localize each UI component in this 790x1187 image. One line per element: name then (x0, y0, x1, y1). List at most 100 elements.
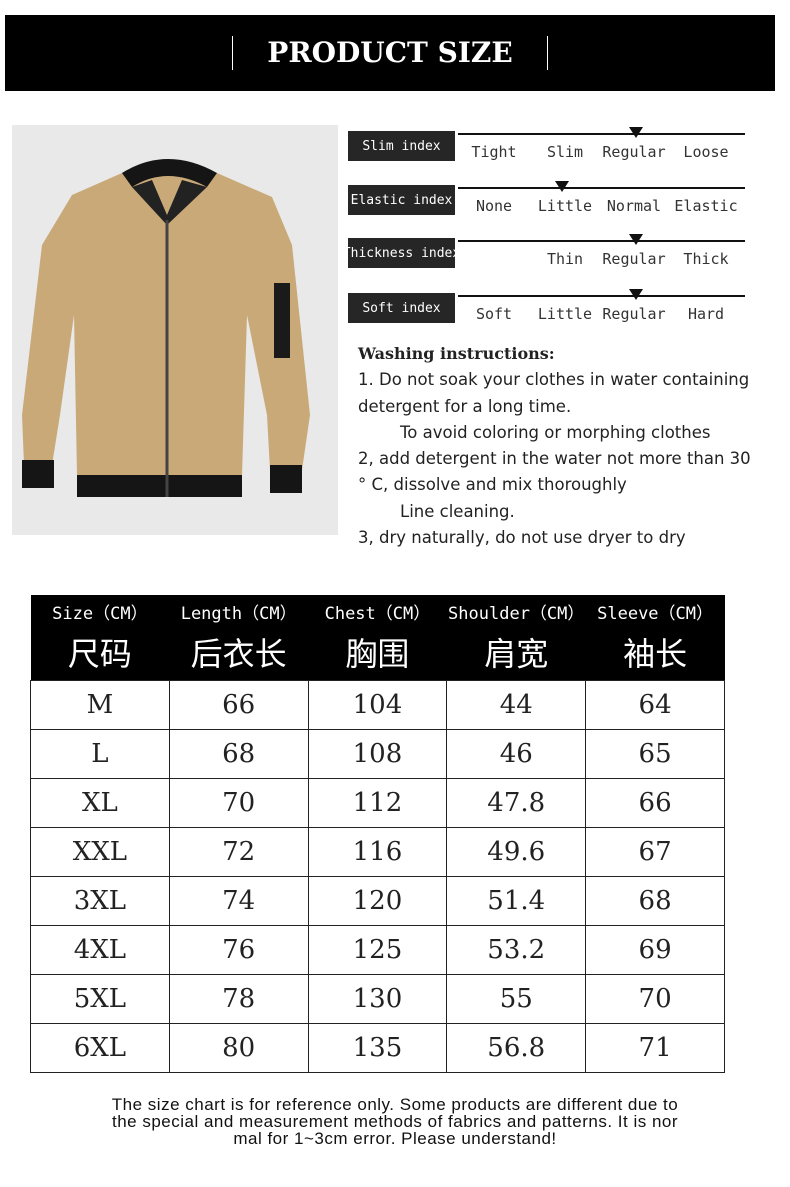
column-header-en: Size（CM） (52, 604, 148, 624)
table-cell: XXL (30, 827, 170, 877)
table-cell: 44 (446, 680, 587, 730)
washing-line: ° C, dissolve and mix thoroughly (358, 475, 627, 495)
table-cell: 76 (168, 925, 309, 975)
index-option: Little (537, 197, 593, 215)
table-cell: 47.8 (446, 778, 587, 828)
index-scale-line (458, 187, 745, 189)
column-header: Size（CM） 尺码 (30, 595, 170, 681)
index-marker-icon (555, 181, 569, 192)
index-option: Hard (687, 305, 725, 323)
index-option: Loose (683, 143, 729, 161)
index-label: Slim index (348, 131, 455, 161)
column-header-zh: 后衣长 (190, 635, 287, 673)
table-cell: M (30, 680, 170, 730)
index-option: Slim (546, 143, 584, 161)
column-header-en: Sleeve（CM） (597, 604, 714, 624)
table-cell: 4XL (30, 925, 170, 975)
index-marker-icon (629, 289, 643, 300)
washing-title: Washing instructions: (358, 344, 555, 363)
table-cell: 71 (585, 1023, 725, 1073)
table-row: L 68 108 46 65 (30, 729, 725, 779)
table-cell: 65 (585, 729, 725, 779)
table-cell: 46 (446, 729, 587, 779)
column-header-zh: 尺码 (67, 635, 132, 673)
index-option: Tight (471, 143, 517, 161)
page-title: PRODUCT SIZE (232, 36, 548, 70)
table-cell: 70 (168, 778, 309, 828)
size-table: Size（CM） 尺码 Length（CM） 后衣长 Chest（CM） 胸围 Should… (30, 595, 725, 1073)
table-cell: 69 (585, 925, 725, 975)
index-option: Elastic (674, 197, 738, 215)
table-cell: L (30, 729, 170, 779)
washing-instructions: Washing instructions: 1. Do not soak you… (358, 341, 778, 551)
table-cell: 68 (168, 729, 309, 779)
index-scale-line (458, 133, 745, 135)
index-option: Thin (546, 250, 584, 268)
index-option: Soft (475, 305, 513, 323)
table-header: Size（CM） 尺码 Length（CM） 后衣长 Chest（CM） 胸围 Should… (30, 595, 725, 681)
table-cell: 66 (585, 778, 725, 828)
column-header-en: Chest（CM） (324, 604, 431, 624)
column-header-en: Shoulder（CM） (448, 604, 585, 624)
washing-line: 2, add detergent in the water not more t… (358, 449, 751, 469)
table-cell: 53.2 (446, 925, 587, 975)
table-cell: 116 (307, 827, 448, 877)
table-cell: 108 (307, 729, 448, 779)
table-cell: 74 (168, 876, 309, 926)
table-row: 6XL 80 135 56.8 71 (30, 1023, 725, 1073)
index-option: Thick (683, 250, 729, 268)
table-cell: 3XL (30, 876, 170, 926)
size-note: The size chart is for reference only. So… (0, 1096, 790, 1147)
index-scale-line (458, 240, 745, 242)
washing-line: To avoid coloring or morphing clothes (400, 422, 711, 442)
table-row: 4XL 76 125 53.2 69 (30, 925, 725, 975)
column-header-zh: 胸围 (345, 635, 410, 673)
table-cell: 6XL (30, 1023, 170, 1073)
washing-line: detergent for a long time. (358, 396, 572, 416)
column-header-zh: 肩宽 (484, 635, 549, 673)
table-cell: 55 (446, 974, 587, 1024)
header-banner: PRODUCT SIZE (5, 15, 775, 91)
product-photo (12, 125, 338, 535)
table-row: M 66 104 44 64 (30, 680, 725, 730)
note-line: mal for 1~3cm error. Please understand! (233, 1129, 557, 1148)
table-row: XL 70 112 47.8 66 (30, 778, 725, 828)
table-cell: 72 (168, 827, 309, 877)
table-cell: 130 (307, 974, 448, 1024)
table-cell: 64 (585, 680, 725, 730)
index-option: Normal (606, 197, 662, 215)
table-cell: XL (30, 778, 170, 828)
table-cell: 104 (307, 680, 448, 730)
table-cell: 78 (168, 974, 309, 1024)
index-option: Regular (602, 143, 666, 161)
table-cell: 68 (585, 876, 725, 926)
index-label: Thickness index (343, 238, 460, 268)
table-cell: 5XL (30, 974, 170, 1024)
column-header: Shoulder（CM） 肩宽 (446, 595, 586, 681)
index-option: None (475, 197, 513, 215)
table-row: 5XL 78 130 55 70 (30, 974, 725, 1024)
index-option: Little (537, 305, 593, 323)
table-cell: 112 (307, 778, 448, 828)
table-cell: 66 (168, 680, 309, 730)
index-option: Regular (602, 250, 666, 268)
table-cell: 70 (585, 974, 725, 1024)
table-cell: 49.6 (446, 827, 587, 877)
jacket-image (22, 159, 310, 497)
washing-line: 1. Do not soak your clothes in water con… (358, 370, 750, 390)
note-line: The size chart is for reference only. So… (111, 1095, 679, 1114)
index-option: Regular (602, 305, 666, 323)
table-cell: 135 (307, 1023, 448, 1073)
table-cell: 80 (168, 1023, 309, 1073)
column-header-en: Length（CM） (180, 604, 297, 624)
column-header: Chest（CM） 胸围 (308, 595, 447, 681)
index-marker-icon (629, 234, 643, 245)
index-scale-line (458, 295, 745, 297)
table-row: 3XL 74 120 51.4 68 (30, 876, 725, 926)
table-cell: 67 (585, 827, 725, 877)
table-cell: 120 (307, 876, 448, 926)
index-label: Elastic index (348, 185, 455, 215)
washing-line: 3, dry naturally, do not use dryer to dr… (358, 528, 686, 548)
index-marker-icon (629, 127, 643, 138)
column-header-zh: 袖长 (623, 635, 688, 673)
